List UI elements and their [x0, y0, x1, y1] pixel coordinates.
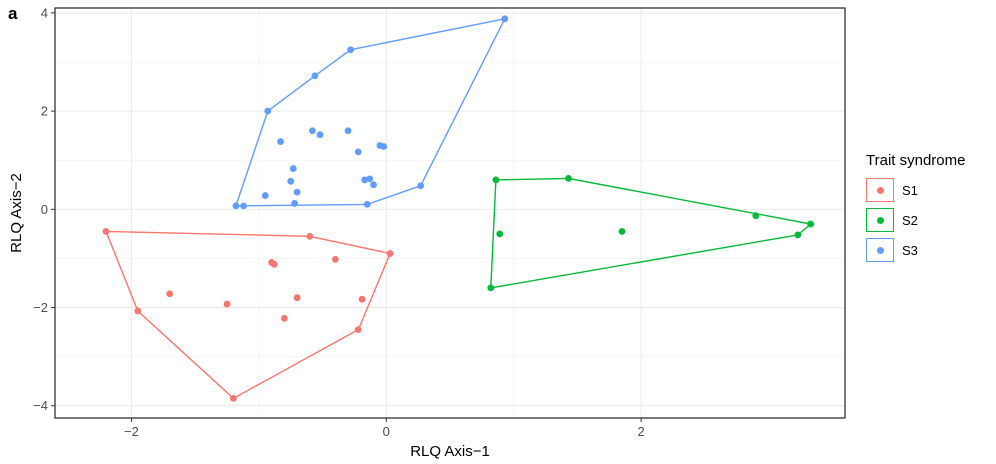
x-tick-label: −2 [124, 424, 139, 439]
point-s3 [354, 148, 362, 156]
point-s3 [316, 131, 324, 139]
point-s3 [366, 175, 374, 183]
point-s2 [752, 212, 760, 220]
point-s1 [166, 290, 174, 298]
hull-s1 [105, 230, 391, 400]
plot-panel-border [54, 7, 846, 419]
legend-dot-s3 [876, 246, 884, 254]
y-tick-label: 0 [41, 202, 48, 217]
y-axis-title: RLQ Axis−2 [8, 173, 25, 253]
point-s3 [240, 202, 247, 210]
data-points [102, 15, 814, 402]
point-s1 [270, 260, 278, 268]
point-s2 [492, 176, 500, 184]
point-s3 [347, 46, 355, 54]
point-s3 [277, 138, 284, 145]
point-s3 [501, 15, 509, 23]
point-s3 [293, 188, 301, 196]
point-s1 [280, 314, 288, 322]
point-s2 [807, 220, 814, 228]
point-s3 [380, 143, 388, 150]
point-s3 [370, 181, 377, 189]
x-tick-label: 0 [383, 424, 390, 439]
point-s3 [308, 127, 316, 135]
point-s3 [361, 176, 369, 184]
legend-key-s2 [866, 208, 894, 232]
hull-s3 [235, 18, 506, 207]
point-s3 [289, 165, 297, 172]
legend-label-s1: S1 [902, 182, 918, 198]
point-s3 [287, 177, 295, 185]
point-s2 [496, 230, 504, 238]
legend-key-s3 [866, 238, 894, 262]
point-s1 [134, 307, 142, 315]
x-axis-title: RLQ Axis−1 [410, 443, 490, 460]
point-s1 [293, 294, 301, 302]
point-s3 [291, 200, 298, 207]
point-s2 [487, 284, 495, 292]
hull-s2 [490, 177, 812, 289]
point-s3 [232, 202, 240, 210]
y-tick-label: −4 [33, 398, 48, 413]
grid-lines [55, 8, 845, 418]
point-s3 [311, 72, 319, 80]
point-s1 [358, 295, 366, 303]
legend-item-s3: S3 [866, 235, 965, 265]
point-s3 [264, 107, 272, 115]
x-tick-label: 2 [638, 424, 645, 439]
y-tick-label: 4 [41, 5, 48, 20]
point-s1 [229, 394, 237, 402]
y-tick-label: 2 [41, 104, 48, 119]
legend-dot-s2 [876, 216, 884, 224]
point-s1 [331, 256, 339, 263]
legend-key-s1 [866, 178, 894, 202]
point-s2 [794, 231, 802, 239]
panel-label: a [8, 4, 18, 23]
legend-title: Trait syndrome [866, 152, 966, 169]
point-s3 [417, 182, 425, 190]
point-s2 [618, 228, 626, 235]
point-s1 [354, 326, 362, 334]
legend-item-s1: S1 [866, 175, 965, 205]
point-s1 [102, 228, 110, 235]
point-s1 [386, 250, 394, 257]
y-tick-label: −2 [33, 300, 48, 315]
legend-label-s2: S2 [902, 212, 918, 228]
point-s2 [565, 174, 572, 182]
legend-label-s3: S3 [902, 242, 918, 258]
point-s3 [261, 192, 269, 199]
legend-item-s2: S2 [866, 205, 965, 235]
point-s1 [306, 232, 314, 240]
point-s3 [344, 127, 352, 135]
legend-dot-s1 [876, 186, 884, 194]
legend: Trait syndrome S1 S2 S3 [866, 152, 965, 265]
point-s1 [223, 300, 231, 308]
convex-hulls [105, 18, 812, 400]
axes: −2 0 2 −4 −2 0 2 4 [33, 5, 645, 439]
point-s3 [363, 201, 371, 208]
